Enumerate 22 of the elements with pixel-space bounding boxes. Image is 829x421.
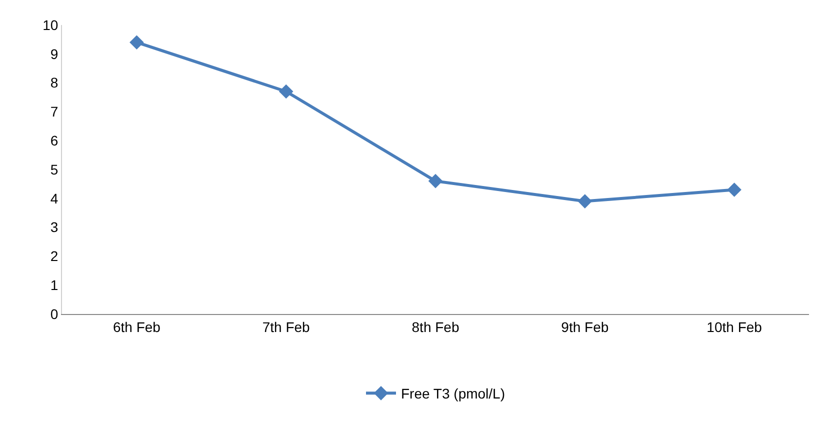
point (727, 182, 742, 197)
y-tick-label: 10 (42, 16, 58, 33)
y-tick-label: 1 (50, 277, 58, 293)
y-tick-label: 0 (50, 306, 58, 322)
y-tick-label: 6 (50, 132, 58, 148)
point (578, 194, 592, 208)
legend-label: Free T3 (pmol/L) (401, 386, 505, 402)
y-tick-label: 4 (50, 190, 58, 206)
x-tick-label: 8th Feb (412, 318, 460, 335)
x-tick-label: 6th Feb (112, 318, 161, 335)
y-tick-label: 5 (50, 161, 58, 178)
x-tick-label: 7th Feb (262, 318, 310, 335)
point (428, 174, 443, 188)
y-tick-label: 8 (50, 74, 58, 91)
y-tick-label: 9 (50, 46, 58, 62)
point (278, 84, 294, 99)
y-tick-label: 7 (50, 104, 58, 120)
y-tick-label: 2 (50, 248, 58, 264)
x-tick-label: 10th Feb (706, 318, 762, 335)
point (130, 35, 144, 50)
y-tick-label: 3 (50, 219, 58, 236)
x-tick-label: 9th Feb (561, 318, 609, 335)
